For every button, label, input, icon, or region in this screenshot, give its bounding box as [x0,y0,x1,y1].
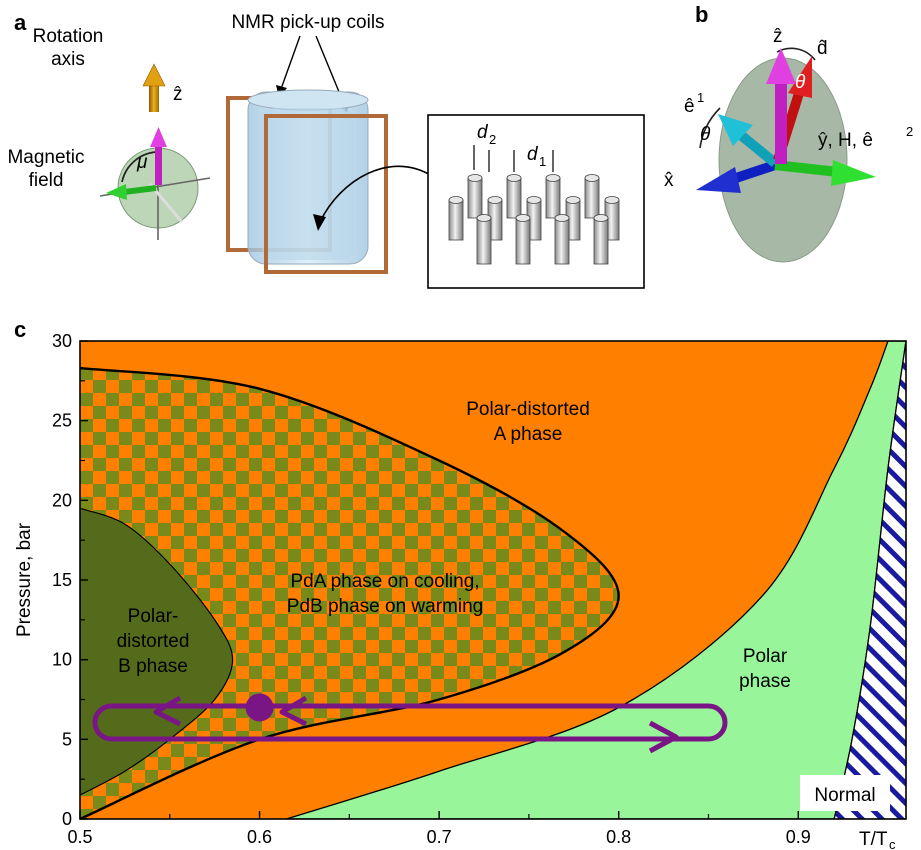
normal-region [833,341,906,819]
right-arrow-chevron-icon [648,720,679,754]
y-tick-label: 5 [62,729,72,749]
pillar-cap [487,196,503,204]
x-axis-label-subscript: c [889,837,896,850]
d1-subscript: 1 [539,154,546,169]
y-tick-label: 25 [52,411,72,431]
pillar-cap [467,174,483,182]
pillar [448,199,464,241]
experiment-point [245,693,274,722]
hysteresis-boundary-line [80,366,620,819]
pdb-label-line1: Polar- [128,606,179,627]
polar-label-line2: phase [739,671,791,692]
pillar-cap [554,214,570,222]
coil-pointer-line-1 [280,35,301,90]
b-e1-superscript: 1 [697,90,704,105]
pillar [593,217,609,265]
pillar [554,217,570,265]
d2-subscript: 2 [489,132,496,147]
pillar [545,177,561,219]
magnetic-field-label-line2: field [29,170,64,191]
pillar-cap [506,174,522,182]
panel-a: a Rotation axis ẑ Magnetic field μ NMR p… [7,10,645,289]
y-tick-label: 30 [52,331,72,351]
magenta-z-arrow-icon [766,48,796,164]
y-axis-label: Pressure, bar [14,522,35,637]
theta-arc-left [699,107,721,149]
green-y-arrow-icon [774,160,876,186]
pdb-label-line3: B phase [118,656,188,677]
pda-label-line2: A phase [494,424,563,445]
pdb-label-line2: distorted [117,631,190,652]
b-x-label: x̂ [664,170,674,191]
rotation-axis-arrow-icon [142,63,166,112]
cyan-e1-arrow-icon [718,114,779,167]
pillar [467,177,483,219]
left-arrow-chevron-icon [153,695,182,727]
pillar [584,177,600,219]
pdb-region [80,507,234,796]
b-theta-left-label: θ [700,124,711,145]
normal-phase-label: Normal [814,785,875,806]
d1-label: d [527,144,539,165]
panel-a-label: a [14,10,27,35]
b-y-label: ŷ, H, ê [818,130,873,151]
pillar [476,217,492,265]
left-arrow-chevron-icon-2 [279,695,308,727]
blue-x-arrow-icon [696,160,777,193]
normal-label-bg [800,775,890,811]
x-tick-label: 0.8 [606,827,631,847]
magnetic-field-label-line1: Magnetic [7,147,84,168]
mu-label: μ [136,152,148,173]
coils-label: NMR pick-up coils [231,12,384,33]
pillar-cap [515,214,531,222]
x-tick-label: 0.6 [247,827,272,847]
pillar [515,217,531,265]
y-tick-label: 20 [52,490,72,510]
x-tick-label: 0.5 [67,827,92,847]
nmr-coils-icon [226,89,388,274]
pillar-cap [604,196,620,204]
b-theta-top-label: θ [795,72,806,93]
pillar-cap [593,214,609,222]
pillar-cap [526,196,542,204]
y-tick-label: 0 [62,809,72,829]
inset-pointer-arrowhead [313,214,326,231]
polar-label-line1: Polar [743,646,788,667]
pillar-cap [565,196,581,204]
mixed-label-line2: PdB phase on warming [287,596,483,617]
x-tick-label: 0.7 [427,827,452,847]
panel-b: b ẑ d̂ θ θ ê 1 ŷ, H, ê 2 [664,2,913,263]
pda-label-line1: Polar-distorted [466,399,590,420]
pillar-cap [448,196,464,204]
inset-pointer-line [319,165,433,223]
panel-b-label: b [695,2,708,27]
mixed-label-line1: PdA phase on cooling, [290,571,479,592]
rotation-axis-label-line1: Rotation [33,26,104,47]
d2-label: d [477,122,489,143]
pillar-cap [584,174,600,182]
z-axis-label: ẑ [173,84,183,105]
b-d-label: d̂ [817,38,828,59]
pillar-cap [476,214,492,222]
y-tick-label: 15 [52,570,72,590]
spacing-marks [473,145,554,172]
panel-c-label: c [14,317,26,342]
spin-sphere-icon [99,127,211,240]
temperature-sweep-loop [92,693,728,754]
b-e1-label: ê [684,96,695,117]
aerogel-pillars-icon [448,174,620,265]
rotation-axis-label-line2: axis [51,49,85,70]
b-z-label: ẑ [773,26,783,47]
b-y-superscript: 2 [906,124,913,139]
x-tick-label: 0.9 [786,827,811,847]
pillar-cap [545,174,561,182]
pillar [506,177,522,219]
axis-ticks: 0.5 0.6 0.7 0.8 0.9 0 5 10 15 20 25 30 [52,331,811,847]
x-axis-label: T/T [859,829,888,850]
panel-c: c Normal Polar-distorted A phase PdA pha… [14,317,907,850]
y-tick-label: 10 [52,650,72,670]
